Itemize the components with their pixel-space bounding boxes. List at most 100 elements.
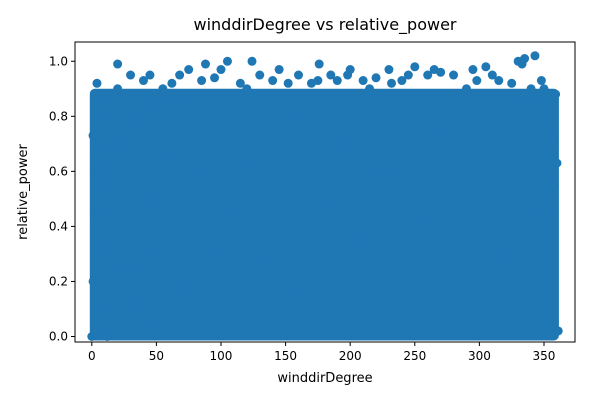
- scatter-point: [397, 76, 407, 86]
- scatter-point: [530, 51, 540, 61]
- scatter-point: [548, 131, 558, 141]
- scatter-point: [88, 131, 98, 141]
- scatter-point: [96, 180, 106, 190]
- scatter-point: [222, 56, 232, 66]
- scatter-point: [536, 76, 546, 86]
- scatter-point: [539, 84, 549, 94]
- scatter-point: [468, 65, 478, 75]
- scatter-point: [542, 208, 552, 218]
- scatter-point: [149, 194, 159, 204]
- scatter-point: [113, 59, 123, 69]
- scatter-point: [313, 76, 323, 86]
- scatter-point: [442, 125, 452, 135]
- scatter-point: [113, 84, 123, 94]
- scatter-point: [151, 98, 161, 108]
- scatter-point: [97, 241, 107, 251]
- scatter-point: [533, 153, 543, 163]
- scatter-point: [219, 133, 229, 143]
- scatter-point: [507, 78, 517, 88]
- scatter-point: [294, 70, 304, 80]
- scatter-point: [461, 84, 471, 94]
- scatter-point: [171, 221, 181, 231]
- scatter-point: [164, 153, 174, 163]
- x-tick-label: 150: [274, 349, 297, 363]
- scatter-dense-region: [89, 88, 559, 341]
- y-tick-label: 0.2: [49, 274, 68, 288]
- scatter-point: [358, 76, 368, 86]
- scatter-point: [200, 59, 210, 69]
- scatter-point: [549, 180, 559, 190]
- scatter-point: [138, 76, 148, 86]
- scatter-point: [102, 331, 112, 341]
- scatter-point: [314, 59, 324, 69]
- scatter-point: [377, 166, 387, 176]
- scatter-point: [177, 282, 187, 292]
- scatter-point: [126, 70, 136, 80]
- x-tick-label: 100: [210, 349, 233, 363]
- scatter-point: [410, 62, 420, 72]
- scatter-point: [390, 271, 400, 281]
- scatter-point: [92, 78, 102, 88]
- scatter-point: [197, 76, 207, 86]
- plot-area: [87, 51, 563, 341]
- scatter-point: [403, 70, 413, 80]
- scatter-point: [110, 139, 120, 149]
- scatter-point: [526, 84, 536, 94]
- scatter-point: [352, 235, 362, 245]
- scatter-point: [184, 65, 194, 75]
- scatter-point: [190, 172, 200, 182]
- scatter-point: [487, 70, 497, 80]
- scatter-point: [384, 65, 394, 75]
- scatter-point: [132, 117, 142, 127]
- scatter-point: [167, 78, 177, 88]
- y-tick-label: 0.8: [49, 109, 68, 123]
- scatter-point: [89, 210, 99, 220]
- scatter-point: [180, 89, 190, 99]
- scatter-point: [423, 70, 433, 80]
- scatter-point: [128, 298, 138, 308]
- y-tick-label: 0.0: [49, 329, 68, 343]
- y-tick-label: 0.4: [49, 219, 68, 233]
- scatter-point: [281, 180, 291, 190]
- scatter-point: [210, 73, 220, 83]
- scatter-point: [89, 166, 99, 176]
- scatter-point: [283, 78, 293, 88]
- scatter-point: [287, 111, 297, 121]
- scatter-point: [98, 95, 108, 105]
- scatter-point: [300, 290, 310, 300]
- scatter-point: [93, 304, 103, 314]
- scatter-point: [332, 76, 342, 86]
- scatter-point: [235, 78, 245, 88]
- scatter-point: [268, 76, 278, 86]
- scatter-point: [100, 161, 110, 171]
- scatter-point: [247, 56, 257, 66]
- scatter-point: [261, 254, 271, 264]
- scatter-point: [326, 70, 336, 80]
- scatter-point: [106, 202, 116, 212]
- scatter-point: [455, 89, 465, 99]
- x-tick-label: 50: [149, 349, 164, 363]
- x-axis: 0 50 100 150 200 250 300 350: [88, 342, 555, 363]
- scatter-point: [472, 76, 482, 86]
- scatter-point: [203, 249, 213, 259]
- scatter-point: [158, 84, 168, 94]
- scatter-point: [339, 139, 349, 149]
- x-tick-label: 0: [88, 349, 96, 363]
- x-tick-label: 300: [468, 349, 491, 363]
- chart-title: winddirDegree vs relative_power: [193, 15, 456, 35]
- scatter-point: [255, 70, 265, 80]
- scatter-point: [474, 194, 484, 204]
- scatter-point: [436, 67, 446, 77]
- scatter-point: [141, 249, 151, 259]
- y-axis-label: relative_power: [16, 143, 31, 239]
- scatter-point: [523, 95, 533, 105]
- scatter-point: [494, 76, 504, 86]
- scatter-point: [552, 158, 562, 168]
- scatter-point: [416, 216, 426, 226]
- scatter-point: [553, 326, 563, 336]
- scatter-point: [175, 70, 185, 80]
- scatter-point: [500, 249, 510, 259]
- scatter-point: [91, 326, 101, 336]
- scatter-point: [365, 84, 375, 94]
- scatter-point: [520, 54, 530, 64]
